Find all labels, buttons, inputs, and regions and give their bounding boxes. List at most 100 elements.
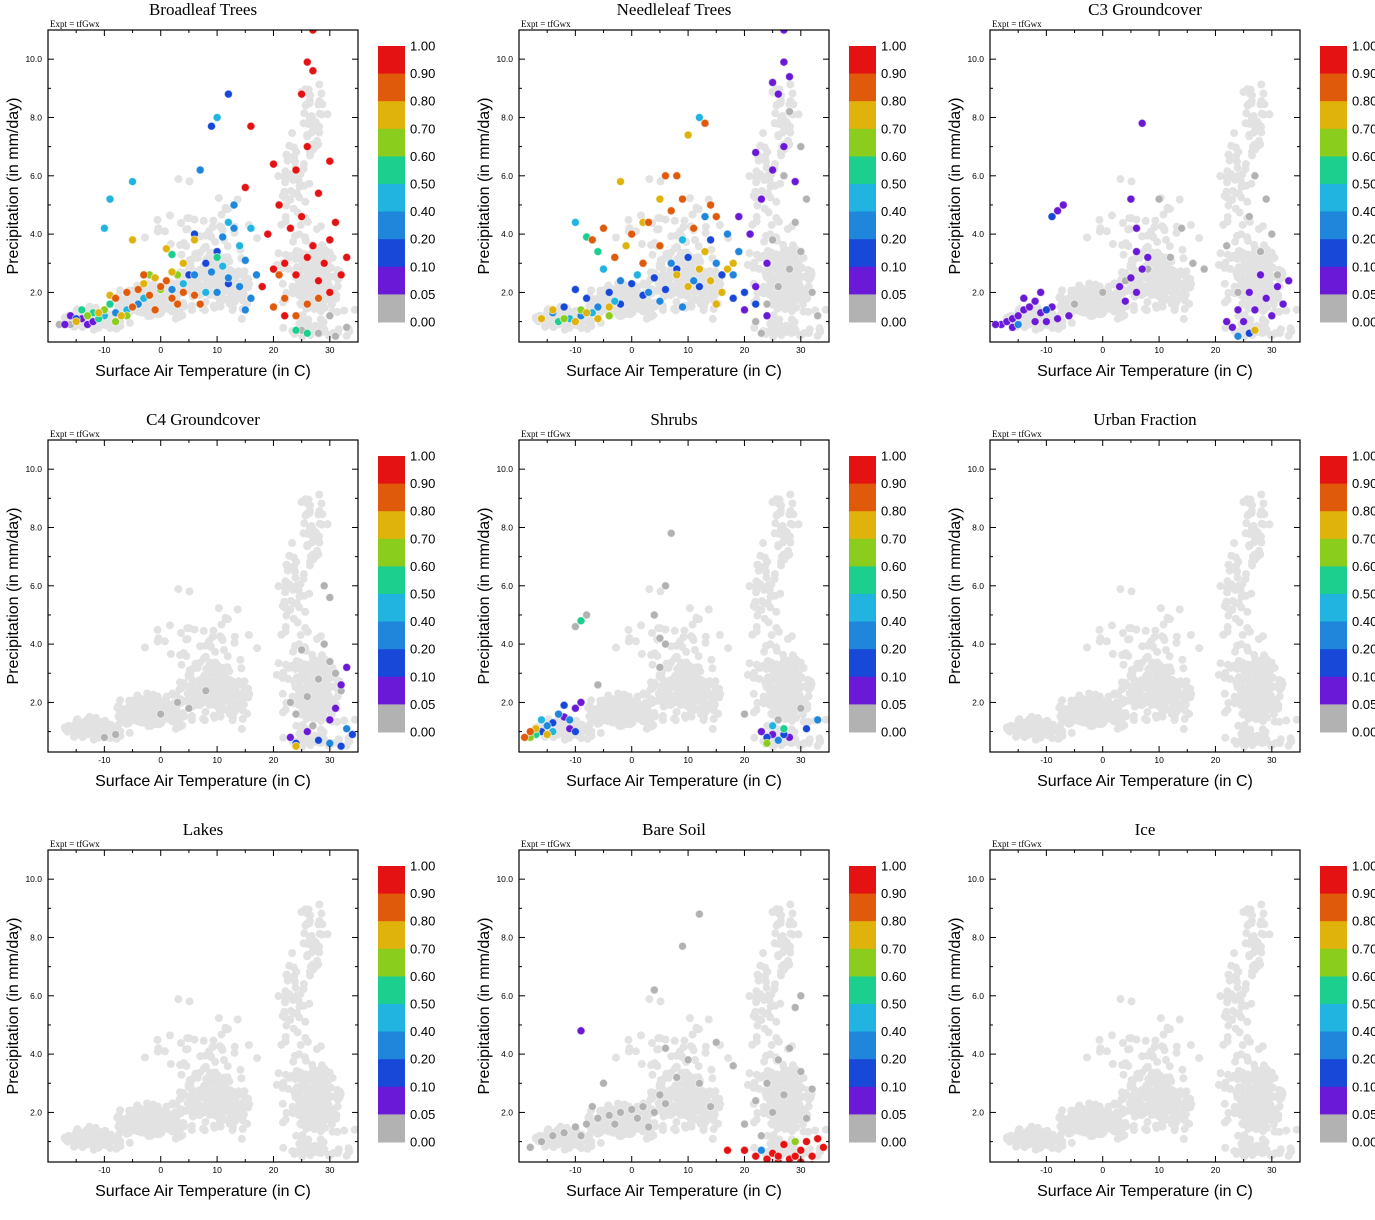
data-point-0-70 (583, 309, 591, 317)
data-point-0-90 (303, 143, 311, 151)
colorbar-swatch (1320, 101, 1347, 129)
data-point-0-00 (303, 693, 311, 701)
background-point (640, 279, 648, 287)
background-point (1140, 290, 1148, 298)
data-point-0-70 (129, 236, 137, 244)
scatter-points (55, 26, 359, 341)
background-point (1113, 307, 1121, 315)
expt-annotation: Expt = tfGwx (521, 19, 571, 29)
background-point (293, 582, 301, 590)
data-point-0-80 (712, 213, 720, 221)
background-point (612, 234, 620, 242)
data-point-0-05 (741, 306, 749, 314)
background-point (297, 221, 305, 229)
background-point (1048, 324, 1056, 332)
colorbar-label: 0.60 (1352, 149, 1375, 164)
background-point (230, 295, 238, 303)
y-tick-label: 6.0 (972, 171, 984, 181)
background-point (1141, 305, 1149, 313)
data-point-0-05 (337, 681, 345, 689)
data-point-0-90 (303, 253, 311, 261)
data-point-0-05 (1138, 119, 1146, 127)
background-point (281, 604, 289, 612)
background-point (205, 637, 213, 645)
colorbar-label: 0.05 (881, 287, 906, 302)
data-point-0-70 (151, 274, 159, 282)
background-point (237, 664, 245, 672)
background-point (279, 324, 287, 332)
colorbar-label: 0.90 (881, 66, 906, 81)
x-tick-label: 10 (212, 755, 222, 765)
data-point-0-60 (84, 312, 92, 320)
colorbar-label: 0.20 (1352, 232, 1375, 247)
data-point-0-90 (264, 230, 272, 238)
background-point (761, 205, 769, 213)
background-point (690, 296, 698, 304)
background-point (301, 624, 309, 632)
background-point (1266, 266, 1274, 274)
background-point (290, 615, 298, 623)
data-point-0-40 (129, 178, 137, 186)
x-tick-label: 20 (1211, 345, 1221, 355)
background-point (245, 631, 253, 639)
colorbar-label: 0.90 (410, 66, 435, 81)
background-point (183, 624, 191, 632)
background-point (1097, 309, 1105, 317)
data-point-0-80 (123, 288, 131, 296)
colorbar-swatch (1320, 212, 1347, 240)
y-tick-label: 8.0 (501, 112, 513, 122)
background-point (1217, 249, 1225, 257)
background-point (184, 635, 192, 643)
data-point-0-10 (684, 253, 692, 261)
data-point-0-90 (281, 312, 289, 320)
background-point (291, 568, 299, 576)
background-point (300, 119, 308, 127)
background-point (306, 99, 314, 107)
background-point (1262, 325, 1270, 333)
background-point (772, 214, 780, 222)
data-point-0-05 (1262, 294, 1270, 302)
data-point-0-00 (780, 172, 788, 180)
background-point (671, 217, 679, 225)
background-point (1133, 216, 1141, 224)
data-point-0-20 (1014, 321, 1022, 329)
background-point (660, 271, 668, 279)
data-point-0-80 (134, 286, 142, 294)
background-point (240, 700, 248, 708)
colorbar-label: 0.00 (410, 725, 435, 740)
background-point (816, 328, 824, 336)
data-point-0-05 (791, 178, 799, 186)
x-tick-label: 10 (1154, 345, 1164, 355)
background-point (662, 250, 670, 258)
colorbar-label: 0.20 (410, 642, 435, 657)
background-point (1232, 205, 1240, 213)
background-point (300, 529, 308, 537)
background-point (229, 696, 237, 704)
colorbar-label: 0.70 (410, 531, 435, 546)
colorbar-swatch (378, 294, 405, 322)
colorbar-swatch (378, 267, 405, 295)
data-point-0-20 (196, 166, 204, 174)
background-point (1186, 283, 1194, 291)
background-point (318, 241, 326, 249)
data-point-0-40 (679, 236, 687, 244)
background-point (216, 632, 224, 640)
background-point (1127, 263, 1135, 271)
background-point (275, 659, 283, 667)
background-point (207, 659, 215, 667)
background-point (1257, 123, 1265, 131)
data-point-0-70 (707, 277, 715, 285)
colorbar-swatch (1320, 129, 1347, 157)
colorbar-swatch (378, 622, 405, 650)
background-point (135, 712, 143, 720)
data-point-0-00 (326, 658, 334, 666)
data-point-0-90 (326, 236, 334, 244)
data-point-0-40 (633, 271, 641, 279)
background-point (186, 666, 194, 674)
data-point-0-20 (656, 297, 664, 305)
background-point (625, 216, 633, 224)
background-point (184, 225, 192, 233)
background-point (1177, 267, 1185, 275)
background-point (1128, 256, 1136, 264)
x-tick-label: 0 (629, 345, 634, 355)
